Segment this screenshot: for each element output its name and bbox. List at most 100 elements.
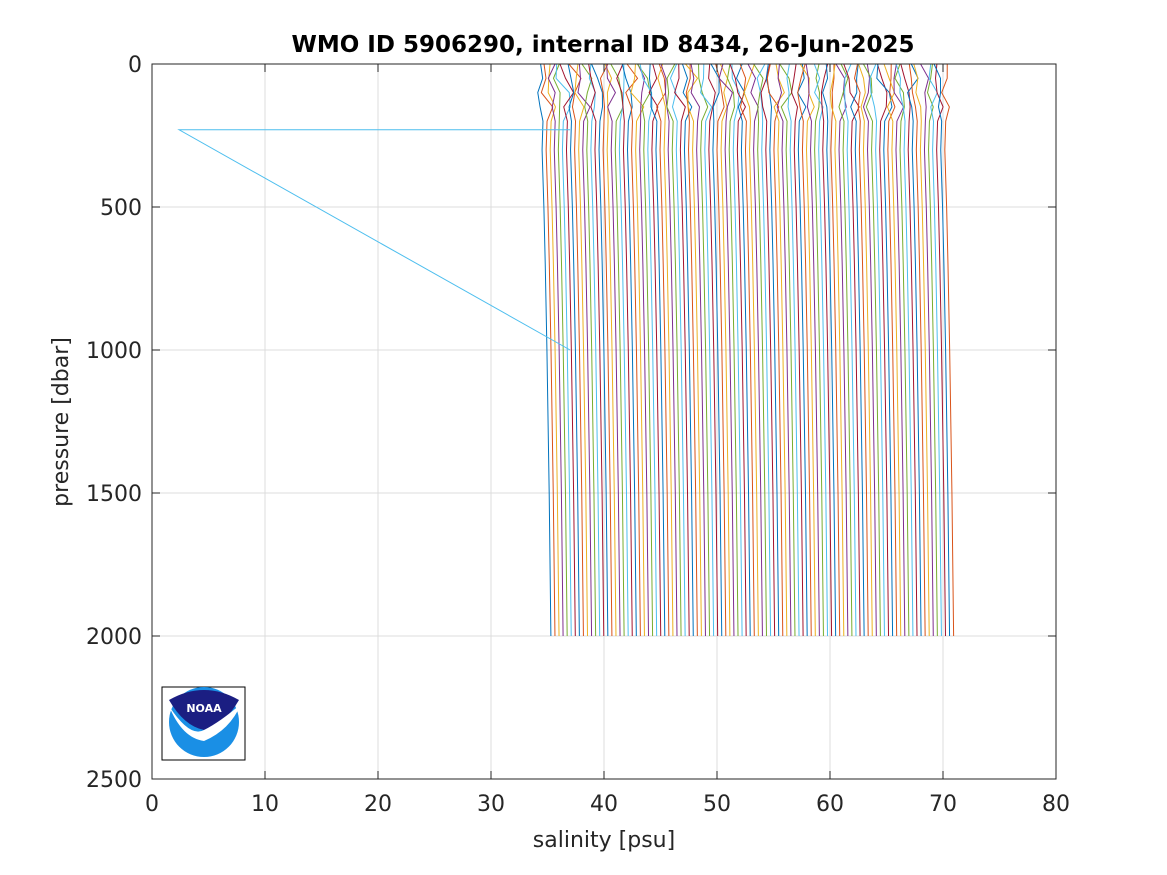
profile-line: [797, 63, 812, 637]
profile-line: [863, 63, 881, 637]
profile-line: [869, 63, 885, 637]
profile-line: [913, 63, 930, 637]
chart-title: WMO ID 5906290, internal ID 8434, 26-Jun…: [291, 32, 914, 58]
profile-line: [786, 63, 800, 637]
profile-line: [616, 63, 633, 637]
profile-line: [719, 63, 731, 637]
profile-line: [637, 63, 650, 637]
axis-ticks: 0 10 20 30 40 50 60 70 80 0 500 1000 1500 2000 2500: [86, 53, 1070, 817]
plot-area: [177, 63, 955, 637]
logo-white-wave: [169, 704, 241, 741]
profile-line: [900, 63, 918, 637]
profile-line: [559, 63, 576, 637]
noaa-logo: NOAA: [161, 686, 246, 761]
profile-line: [928, 63, 942, 637]
profile-line: [588, 63, 605, 637]
profile-line: [685, 63, 702, 637]
profile-line: [685, 63, 698, 637]
profile-line: [735, 63, 751, 637]
outlier-profile-line: [177, 129, 571, 351]
profile-line: [876, 63, 894, 637]
x-tick-label: 60: [816, 792, 844, 817]
profile-line: [555, 63, 572, 637]
profile-line: [822, 63, 837, 637]
x-tick-label: 0: [145, 792, 159, 817]
profile-line: [618, 63, 629, 637]
profile-line: [552, 63, 568, 637]
profile-line: [791, 63, 804, 637]
x-tick-label: 70: [929, 792, 957, 817]
profile-line: [908, 63, 926, 637]
profile-line: [850, 63, 865, 637]
profile-line: [625, 63, 641, 637]
logo-text: NOAA: [186, 702, 222, 715]
profile-line: [567, 63, 580, 637]
x-tick-label: 30: [477, 792, 505, 817]
profile-line: [674, 63, 690, 637]
profile-line: [844, 63, 857, 637]
x-tick-label: 10: [251, 792, 279, 817]
profile-line: [591, 63, 609, 637]
profile-line: [895, 63, 914, 637]
profile-line: [941, 63, 955, 637]
profile-line: [862, 63, 877, 637]
profile-line: [776, 63, 792, 637]
y-tick-label: 1500: [86, 482, 142, 507]
y-axis-label: pressure [dbar]: [49, 337, 74, 507]
profile-line: [760, 63, 776, 637]
profile-line: [858, 63, 873, 637]
profile-line: [820, 63, 833, 637]
profile-line: [540, 63, 556, 637]
profile-line: [660, 63, 678, 637]
profile-line: [926, 63, 938, 637]
profile-line: [581, 63, 597, 637]
profile-line: [743, 63, 759, 637]
x-tick-label: 20: [364, 792, 392, 817]
profile-line: [747, 63, 763, 637]
profile-line: [621, 63, 637, 637]
profile-line: [537, 63, 552, 637]
x-tick-label: 40: [590, 792, 618, 817]
profile-line: [715, 63, 727, 637]
y-tick-label: 2000: [86, 625, 142, 650]
profile-line: [577, 63, 593, 637]
profile-line: [708, 63, 719, 637]
profile-line: [666, 63, 682, 637]
profile-line: [829, 63, 845, 637]
profile-line: [773, 63, 788, 637]
profile-line: [648, 63, 666, 637]
profile-line: [876, 63, 890, 637]
profile-line: [838, 63, 853, 637]
profile-line: [726, 63, 739, 637]
profile-line: [766, 63, 784, 637]
profile-line: [718, 63, 735, 637]
y-tick-label: 1000: [86, 339, 142, 364]
profile-line: [920, 63, 934, 637]
profile-line: [893, 63, 906, 637]
profile-line: [547, 63, 564, 637]
y-tick-label: 500: [100, 196, 142, 221]
y-tick-label: 2500: [86, 768, 142, 793]
profile-line: [933, 63, 951, 637]
profile-line: [779, 63, 796, 637]
profile-line: [894, 63, 910, 637]
profile-line: [604, 63, 617, 637]
profile-line: [729, 63, 747, 637]
profile-line: [830, 63, 841, 637]
profile-line: [599, 63, 613, 637]
x-tick-label: 80: [1042, 792, 1070, 817]
x-axis-label: salinity [psu]: [533, 828, 675, 853]
profile-line: [853, 63, 869, 637]
profile-line: [606, 63, 621, 637]
profile-line: [648, 63, 662, 637]
profile-line: [907, 63, 922, 637]
profile-line: [568, 63, 584, 637]
profile-line: [739, 63, 755, 637]
profile-line: [935, 63, 946, 637]
profile-line: [547, 63, 560, 637]
profile-line: [690, 63, 706, 637]
profile-line: [630, 63, 645, 637]
profile-line: [883, 63, 902, 637]
profile-line: [756, 63, 772, 637]
